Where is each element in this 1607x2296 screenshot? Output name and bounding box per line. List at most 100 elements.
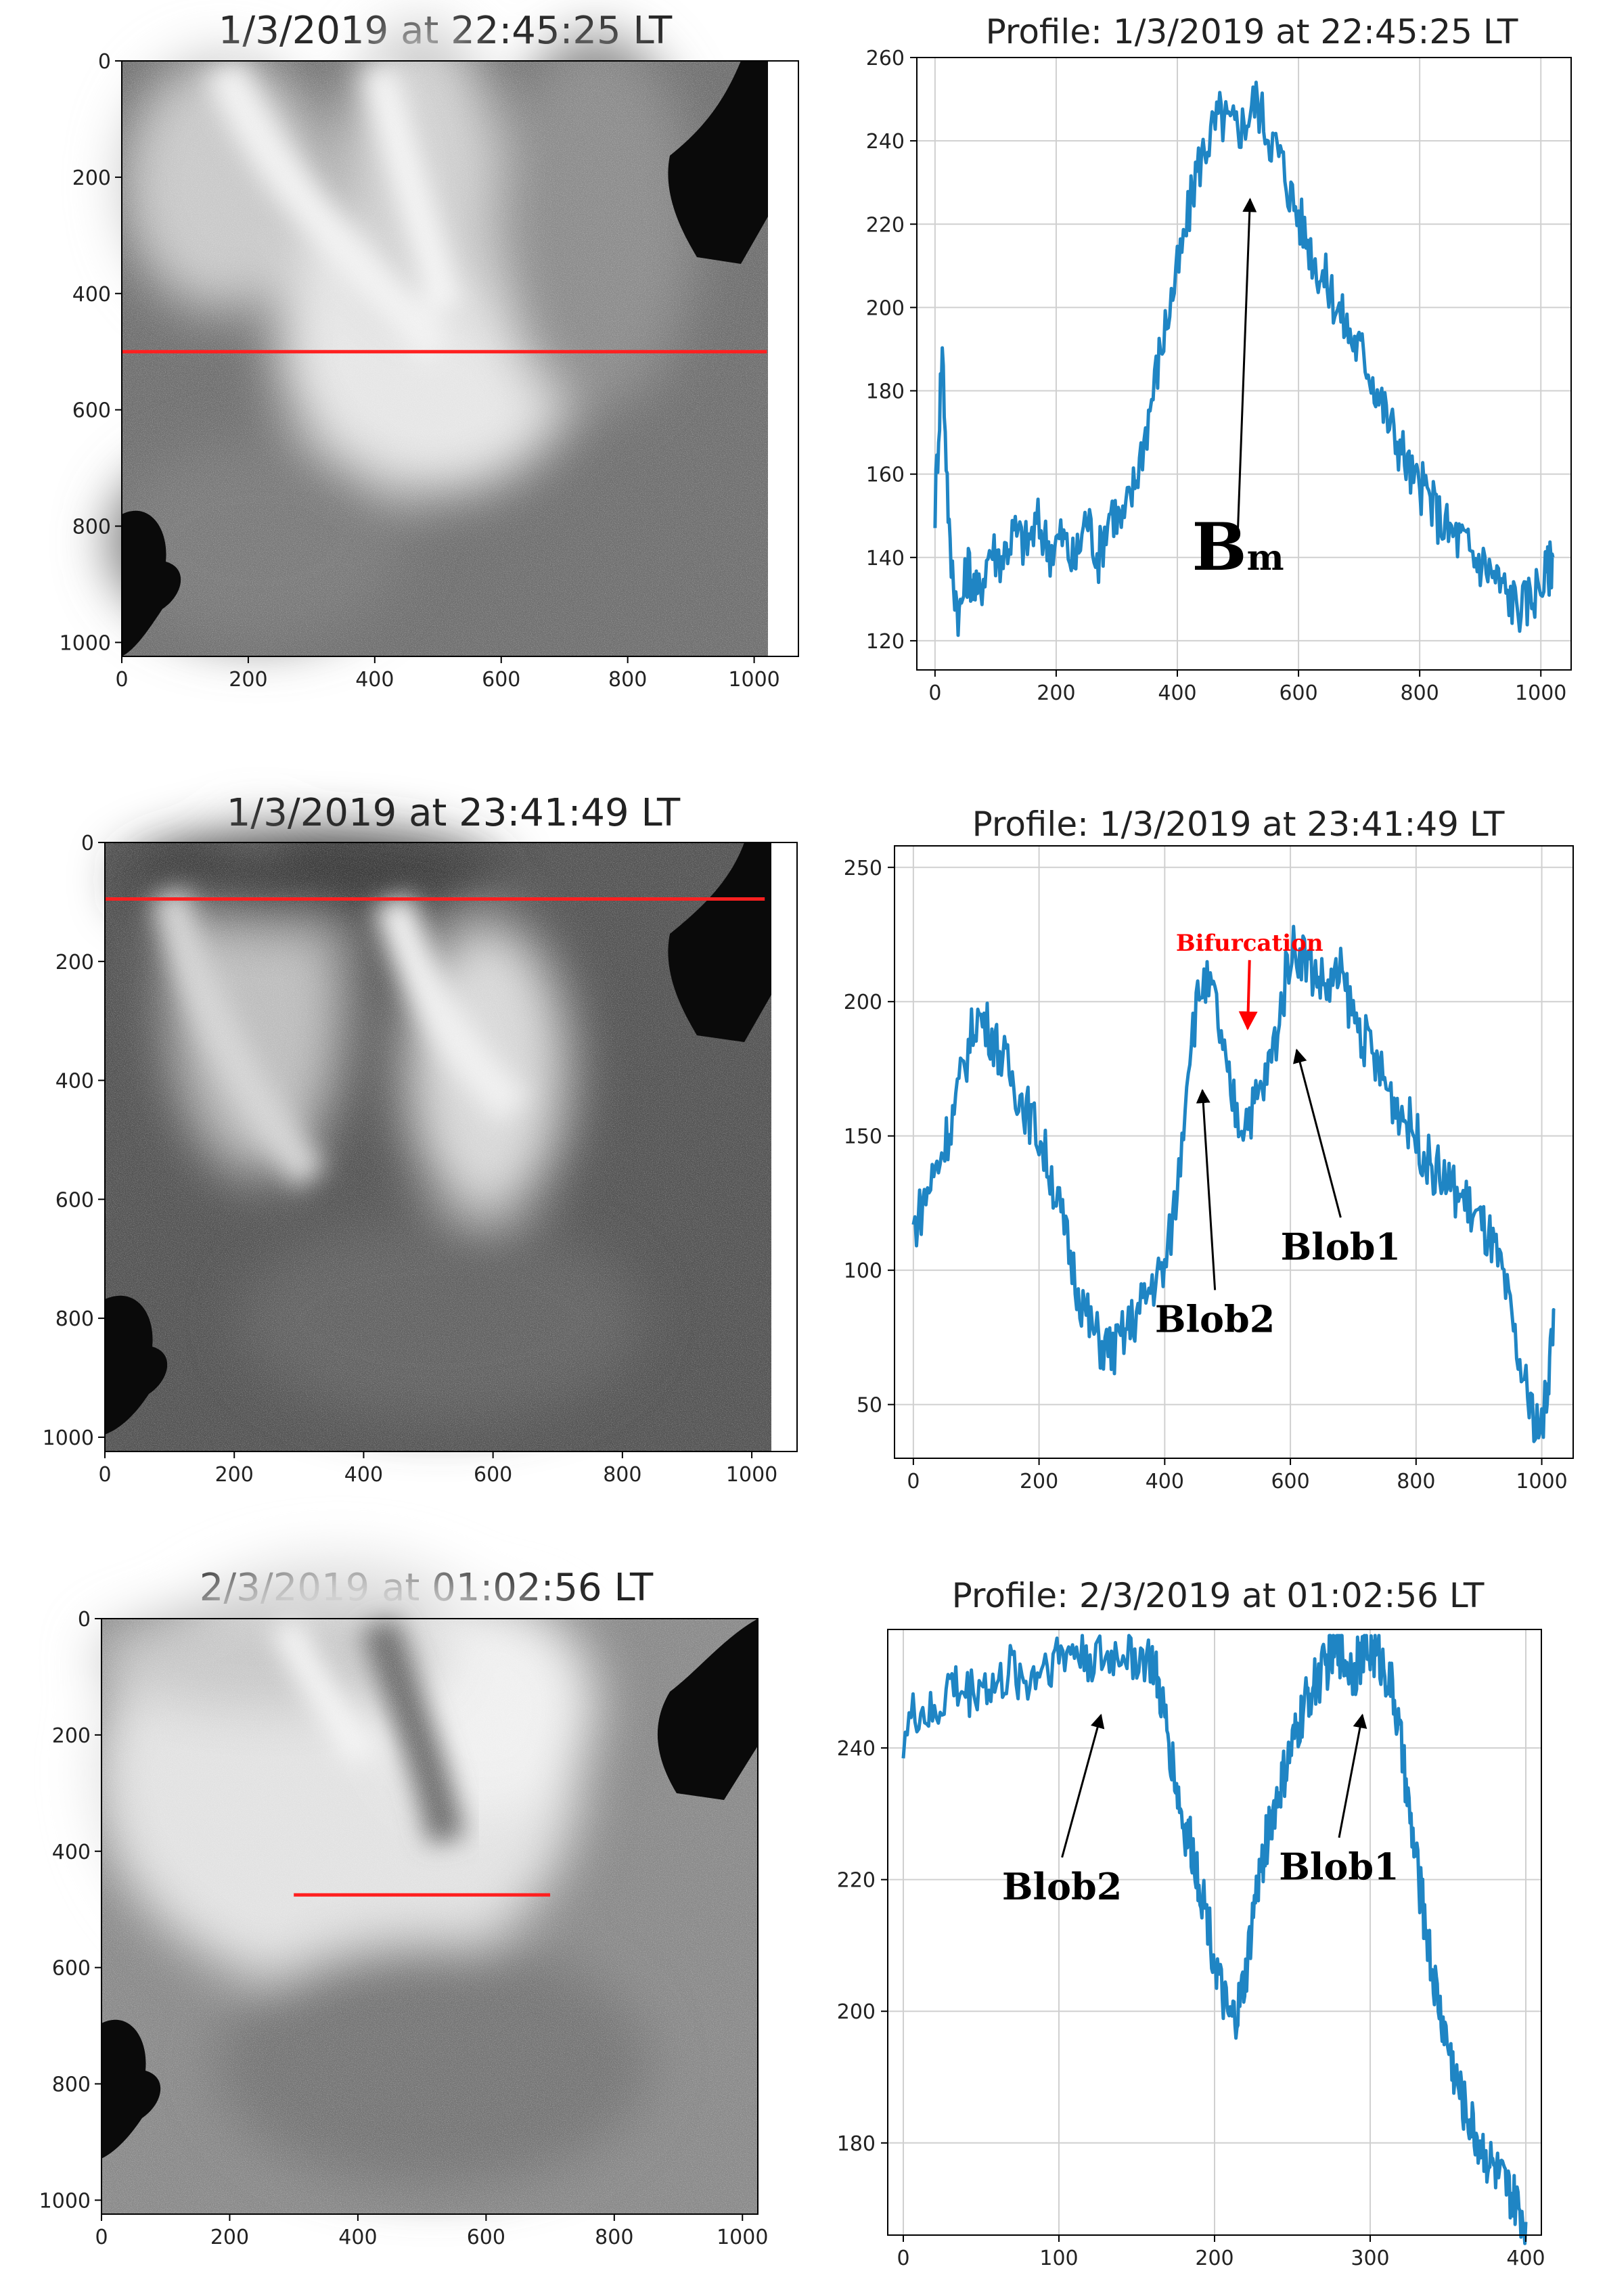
y-tick-label: 100 (844, 1259, 882, 1283)
y-tick-label: 200 (72, 166, 111, 190)
y-tick-label: 600 (55, 1188, 94, 1212)
aurora-image-3 (95, 1556, 758, 2214)
x-tick-label: 400 (1158, 681, 1196, 705)
y-tick-label: 240 (837, 1737, 876, 1761)
x-tick-label: 400 (338, 2226, 377, 2249)
annotation-label: Bifurcation (1176, 930, 1323, 957)
y-tick-label: 400 (72, 283, 111, 307)
y-tick-label: 200 (837, 2000, 876, 2024)
x-tick-label: 200 (1195, 2247, 1233, 2270)
y-tick-label: 160 (866, 464, 905, 487)
y-tick-label: 200 (866, 296, 905, 320)
annotation-label: Blob2 (1155, 1297, 1275, 1341)
y-tick-label: 220 (866, 213, 905, 237)
x-tick-label: 200 (1020, 1470, 1058, 1493)
y-tick-label: 200 (844, 991, 882, 1014)
y-tick-label: 200 (55, 951, 94, 974)
y-tick-label: 800 (52, 2073, 91, 2097)
y-tick-label: 50 (857, 1394, 882, 1418)
y-tick-label: 1000 (60, 631, 111, 655)
y-tick-label: 0 (98, 50, 111, 74)
y-tick-label: 0 (81, 832, 94, 855)
y-tick-label: 800 (72, 516, 111, 539)
x-tick-label: 800 (608, 668, 647, 692)
axes-frame (101, 1618, 759, 2215)
profile-title-1: Profile: 1/3/2019 at 22:45:25 LT (986, 12, 1518, 51)
y-tick-label: 600 (72, 399, 111, 423)
image-panel-3: 2/3/2019 at 01:02:56 LT 0200400600800100… (39, 1556, 768, 2249)
x-tick-label: 1000 (1516, 1470, 1567, 1493)
x-tick-label: 0 (115, 668, 128, 692)
annotation-subscript: m (1247, 537, 1284, 579)
x-tick-label: 0 (95, 2226, 108, 2249)
profile-series-line (933, 81, 1555, 637)
y-tick-label: 250 (844, 857, 882, 880)
axes-frame (916, 57, 1572, 671)
axes-frame (121, 60, 799, 657)
image-panel-2: 1/3/2019 at 23:41:49 LT 0 200 400 600 800 100… (43, 791, 798, 1487)
x-tick-label: 400 (1146, 1470, 1184, 1493)
x-tick-label: 800 (603, 1463, 641, 1487)
x-tick-label: 1000 (728, 668, 779, 692)
annotation-label: Blob1 (1279, 1845, 1399, 1889)
x-tick-label: 200 (229, 668, 267, 692)
annotation-arrow (1338, 1713, 1367, 1838)
profile-axes-2: 0 200 400 600 800 1000 50 100 150 200 250 Bifurcati… (844, 845, 1574, 1493)
y-tick-label: 240 (866, 130, 905, 154)
y-tick-label: 600 (52, 1957, 91, 1981)
profile-title-3: Profile: 2/3/2019 at 01:02:56 LT (952, 1576, 1485, 1615)
y-tick-label: 220 (837, 1869, 876, 1893)
axes-frame (104, 842, 798, 1452)
y-tick-label: 150 (844, 1125, 882, 1149)
x-tick-label: 0 (928, 681, 941, 705)
annotation-arrow (1293, 1048, 1342, 1218)
annotation-label: Bm (1192, 509, 1284, 585)
aurora-image-1 (108, 20, 798, 656)
y-tick-label: 400 (55, 1070, 94, 1094)
y-tick-label: 1000 (43, 1426, 94, 1450)
x-tick-label: 400 (1506, 2247, 1545, 2270)
annotation-arrow (1237, 198, 1257, 528)
annotation-arrow (1061, 1713, 1105, 1858)
aurora-image-2 (105, 826, 797, 1451)
profile-series-line (901, 1634, 1528, 2245)
y-tick-label: 120 (866, 630, 905, 654)
image-panel-1: 1/3/2019 at 22:45:25 LT 0200400600800100… (60, 9, 799, 692)
annotation-label: Blob2 (1002, 1865, 1123, 1908)
x-tick-label: 300 (1351, 2247, 1389, 2270)
profile-panel-3: Profile: 2/3/2019 at 01:02:56 LT 0 100 200… (837, 1576, 1545, 2270)
y-tick-label: 200 (52, 1724, 91, 1748)
x-tick-label: 1000 (1515, 681, 1566, 705)
x-tick-label: 1000 (717, 2226, 768, 2249)
x-tick-label: 400 (344, 1463, 383, 1487)
x-tick-label: 600 (474, 1463, 512, 1487)
y-tick-label: 180 (866, 380, 905, 404)
annotation-label: Blob1 (1281, 1225, 1401, 1268)
y-tick-label: 260 (866, 47, 905, 70)
x-tick-label: 600 (467, 2226, 505, 2249)
x-tick-label: 600 (1279, 681, 1317, 705)
profile-panel-2: Profile: 1/3/2019 at 23:41:49 LT 0 200 400… (844, 805, 1574, 1493)
x-tick-label: 200 (215, 1463, 254, 1487)
y-tick-label: 1000 (39, 2189, 91, 2213)
profile-axes-3: 0 100 200 300 400 180 200 220 240 Blob2 Blob1 (837, 1629, 1545, 2270)
image-title-2: 1/3/2019 at 23:41:49 LT (227, 791, 681, 835)
annotation-arrow (1238, 960, 1258, 1031)
x-tick-label: 0 (897, 2247, 909, 2270)
y-tick-label: 140 (866, 547, 905, 570)
x-tick-label: 200 (1037, 681, 1075, 705)
axes-frame (894, 845, 1574, 1459)
y-tick-label: 400 (52, 1841, 91, 1864)
profile-title-2: Profile: 1/3/2019 at 23:41:49 LT (972, 805, 1505, 844)
x-tick-label: 400 (355, 668, 394, 692)
x-tick-label: 800 (1397, 1470, 1435, 1493)
y-tick-label: 0 (78, 1608, 91, 1631)
x-tick-label: 100 (1039, 2247, 1078, 2270)
y-tick-label: 800 (55, 1307, 94, 1331)
x-tick-label: 0 (907, 1470, 920, 1493)
profile-panel-1: Profile: 1/3/2019 at 22:45:25 LT 0 200 400… (866, 12, 1572, 705)
x-tick-label: 200 (210, 2226, 249, 2249)
